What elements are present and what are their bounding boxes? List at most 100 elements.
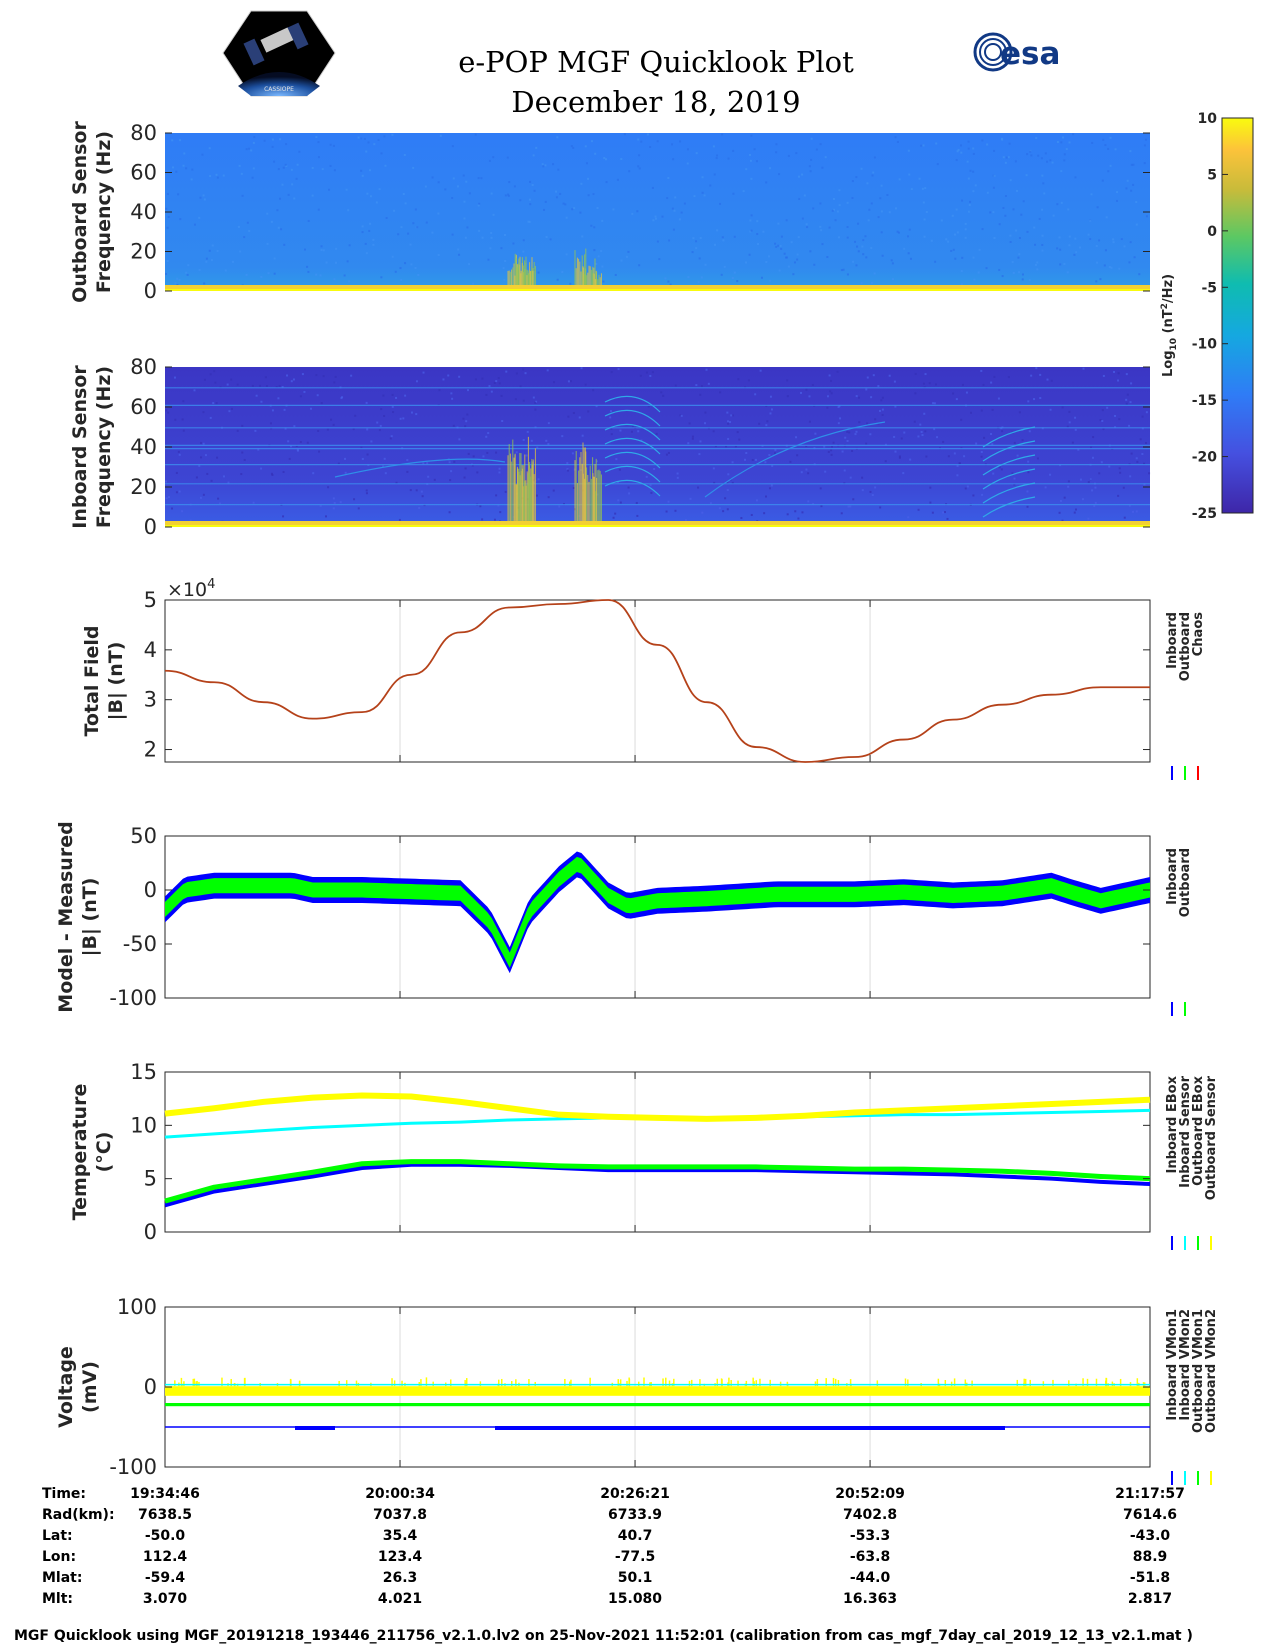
spectrogram-noise: [1027, 506, 1029, 508]
spectrogram-noise: [699, 440, 701, 442]
spectrogram-noise: [1117, 372, 1119, 374]
spectrogram-noise: [968, 178, 970, 180]
spectrogram-noise: [727, 438, 729, 440]
spectrogram-noise: [327, 486, 329, 488]
spectrogram-noise: [874, 273, 876, 275]
spectrogram-noise: [934, 402, 936, 404]
spectrogram-noise: [183, 165, 185, 167]
spectrogram-noise: [851, 450, 853, 452]
spectrogram-noise: [638, 264, 640, 266]
spectrogram-noise: [542, 165, 544, 167]
spectrogram-noise: [872, 494, 874, 496]
spectrogram-noise: [713, 467, 715, 469]
spectrogram-noise: [366, 252, 368, 254]
spectrogram-noise: [1074, 238, 1076, 240]
spectrogram-noise: [399, 519, 401, 521]
spectrogram-noise: [365, 243, 367, 245]
spectrogram-noise: [1145, 139, 1147, 141]
spectrogram-noise: [714, 244, 716, 246]
spectrogram-noise: [756, 499, 758, 501]
spectrogram-noise: [801, 511, 803, 513]
spectrogram-noise: [585, 384, 587, 386]
spectrogram-noise: [1110, 165, 1112, 167]
spectrogram-noise: [1056, 247, 1058, 249]
spectrogram-noise: [727, 508, 729, 510]
spectrogram-noise: [675, 384, 677, 386]
spectrogram-noise: [465, 420, 467, 422]
spectrogram-noise: [1110, 137, 1112, 139]
spectrogram-noise: [868, 209, 870, 211]
spectrogram-noise: [751, 230, 753, 232]
spectrogram-noise: [422, 495, 424, 497]
spectrogram-noise: [486, 452, 488, 454]
colorbar-tick-label: -15: [1192, 393, 1217, 409]
spectrogram-noise: [856, 246, 858, 248]
spectrogram-noise: [937, 163, 939, 165]
spectrogram-noise: [965, 487, 967, 489]
spectrogram-noise: [379, 188, 381, 190]
spectrogram-noise: [732, 277, 734, 279]
spectrogram-noise: [1144, 162, 1146, 164]
spectrogram-noise: [545, 440, 547, 442]
spectrogram-noise: [656, 433, 658, 435]
colorbar-tick-label: -25: [1192, 506, 1217, 522]
spectrogram-noise: [858, 421, 860, 423]
spectrogram-noise: [975, 443, 977, 445]
spectrogram-noise: [722, 510, 724, 512]
spectrogram-noise: [458, 254, 460, 256]
footer-text: MGF Quicklook using MGF_20191218_193446_…: [14, 1628, 1193, 1644]
spectrogram-noise: [473, 455, 475, 457]
spectrogram-noise: [931, 240, 933, 242]
spectrogram-noise: [534, 402, 536, 404]
spectrogram-noise: [175, 171, 177, 173]
spectrogram-noise: [770, 396, 772, 398]
spectrogram-noise: [1129, 150, 1131, 152]
spectrogram-noise: [1042, 250, 1044, 252]
spectrogram-noise: [679, 218, 681, 220]
spectrogram-noise: [303, 391, 305, 393]
orbit-cell: 7037.8: [373, 1507, 427, 1523]
spectrogram-noise: [1006, 157, 1008, 159]
spectrogram-noise: [737, 431, 739, 433]
spectrogram-noise: [209, 250, 211, 252]
spectrogram-noise: [242, 195, 244, 197]
spectrogram-noise: [973, 153, 975, 155]
spectrogram-noise: [805, 389, 807, 391]
spectrogram-noise: [1008, 376, 1010, 378]
colorbar-tick-label: -20: [1192, 450, 1218, 466]
spectrogram-noise: [704, 422, 706, 424]
spectrogram-noise: [750, 160, 752, 162]
spectrogram-noise: [567, 416, 569, 418]
orbit-row-label: Mlat:: [42, 1570, 82, 1586]
spectrogram-noise: [278, 168, 280, 170]
spectrogram-noise: [341, 396, 343, 398]
spectrogram-noise: [1062, 136, 1064, 138]
spectrogram-noise: [287, 440, 289, 442]
spectrogram-noise: [449, 479, 451, 481]
orbit-cell: 123.4: [378, 1549, 423, 1565]
spectrogram-noise: [427, 476, 429, 478]
spectrogram-noise: [532, 184, 534, 186]
spectrogram-noise: [957, 231, 959, 233]
spectrogram-noise: [382, 395, 384, 397]
spectrogram-noise: [232, 261, 234, 263]
spectrogram-noise: [856, 395, 858, 397]
spectrogram-noise: [880, 399, 882, 401]
spectrogram-noise: [637, 139, 639, 141]
spectrogram-noise: [319, 274, 321, 276]
spectrogram-noise: [227, 384, 229, 386]
spectrogram-noise: [411, 412, 413, 414]
colorbar-label: Log10 (nT2/Hz): [1160, 274, 1179, 377]
spectrogram-noise: [453, 461, 455, 463]
spectrogram-noise: [1146, 215, 1148, 217]
y-tick-label: -50: [123, 932, 157, 956]
spectrogram-noise: [1132, 511, 1134, 513]
spectrogram-noise: [704, 412, 706, 414]
spectrogram-noise: [808, 395, 810, 397]
spectrogram-noise: [1039, 397, 1041, 399]
spectrogram-noise: [318, 209, 320, 211]
spectrogram-noise: [1072, 442, 1074, 444]
spectrogram-noise: [395, 271, 397, 273]
spectrogram-noise: [533, 154, 535, 156]
spectrogram-noise: [820, 229, 822, 231]
